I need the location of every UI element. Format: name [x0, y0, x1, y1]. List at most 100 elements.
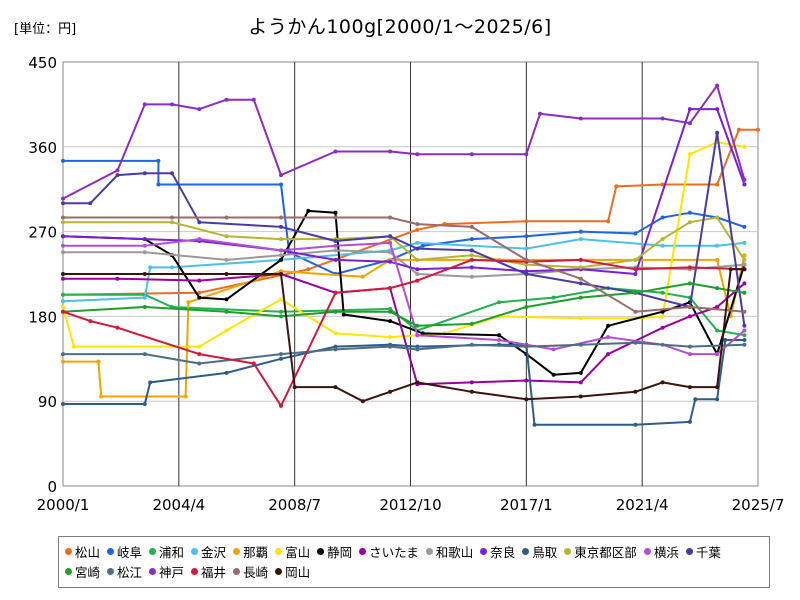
data-point [415, 272, 420, 276]
y-tick-label: 90 [38, 393, 57, 411]
data-point [660, 116, 665, 121]
data-point [96, 359, 101, 364]
data-point [88, 319, 93, 324]
data-point [497, 300, 502, 305]
data-point [142, 237, 147, 242]
data-point [115, 276, 120, 281]
series-line [62, 282, 745, 327]
data-point [551, 372, 556, 377]
data-point [197, 361, 202, 366]
x-tick-label: 2025/7 [732, 496, 785, 514]
data-point [115, 168, 120, 173]
data-point [715, 107, 720, 112]
data-point [420, 331, 425, 336]
data-point [279, 237, 283, 242]
legend-marker-icon [275, 567, 283, 575]
data-point [156, 158, 161, 163]
data-point [687, 107, 692, 112]
data-point [614, 184, 619, 189]
data-point [61, 359, 65, 364]
data-point [606, 352, 611, 357]
data-point [742, 144, 747, 149]
unit-label: [単位：円] [14, 22, 77, 37]
legend-item: 岡山 [275, 561, 310, 581]
series-line [63, 268, 745, 403]
data-point [736, 127, 741, 132]
y-tick-label: 0 [47, 478, 57, 496]
data-point [742, 257, 747, 262]
legend-marker-icon [317, 547, 325, 555]
data-point [142, 402, 147, 406]
data-point [333, 239, 338, 243]
data-point [388, 319, 393, 324]
data-point [578, 394, 583, 399]
data-point [415, 323, 420, 328]
data-point [61, 250, 65, 255]
data-point [142, 243, 147, 248]
data-point [578, 237, 583, 242]
legend-marker-icon [233, 567, 241, 575]
series-13 [61, 237, 747, 357]
data-point [742, 281, 747, 286]
legend-label: 東京都区部 [574, 544, 637, 560]
data-point [742, 253, 747, 258]
data-point [538, 111, 542, 116]
x-tick-label: 2000/1 [37, 496, 90, 514]
data-point [469, 265, 474, 270]
series-line [62, 108, 746, 275]
data-point [333, 331, 338, 336]
data-point [333, 290, 338, 295]
legend-item: 東京都区部 [564, 541, 637, 561]
legend-marker-icon [359, 547, 367, 555]
data-point [415, 246, 420, 251]
data-point [279, 356, 283, 361]
data-point [415, 278, 420, 283]
data-point [224, 297, 229, 302]
data-point [687, 385, 692, 390]
legend-item: 和歌山 [425, 541, 473, 561]
chart-title: ようかん100g[2000/1～2025/6] [248, 16, 552, 38]
data-point [279, 253, 283, 258]
data-point [497, 338, 502, 342]
data-point [292, 385, 297, 390]
data-point [61, 215, 65, 220]
data-point [197, 220, 202, 225]
data-point [197, 352, 202, 357]
data-point [742, 262, 747, 267]
data-point [578, 295, 583, 300]
x-tick-label: 2017/1 [500, 496, 553, 514]
data-point [333, 215, 338, 220]
data-point [224, 215, 229, 220]
data-point [578, 342, 583, 347]
data-point [415, 240, 420, 245]
legend-item: 神戸 [149, 561, 184, 581]
data-point [61, 352, 65, 357]
data-point [687, 265, 692, 270]
legend-marker-icon [522, 547, 530, 555]
data-point [715, 215, 720, 220]
legend: 松山 岐阜 浦和 金沢 那覇 富山 静岡 さいたま 和歌山 奈良 鳥取 東京都区部 横浜 千葉 宮崎 松江 神戸… [58, 536, 770, 588]
data-point [497, 333, 502, 338]
data-point [742, 290, 747, 295]
data-point [578, 257, 583, 262]
legend-item: さいたま [359, 541, 419, 561]
data-point [687, 220, 692, 225]
data-point [61, 220, 65, 225]
data-point [715, 243, 720, 248]
data-point [279, 257, 283, 262]
data-point [183, 394, 188, 399]
series-2 [61, 158, 747, 276]
legend-item: 鳥取 [522, 541, 557, 561]
data-point [715, 328, 720, 333]
data-point [224, 328, 229, 333]
data-point [142, 352, 147, 357]
data-point [687, 305, 692, 309]
legend-item: 静岡 [317, 541, 352, 561]
data-point [660, 309, 665, 314]
legend-marker-icon [643, 547, 651, 555]
data-point [687, 352, 692, 357]
data-point [742, 338, 747, 342]
data-point [415, 222, 420, 227]
data-point [742, 342, 747, 347]
data-point [606, 335, 611, 340]
